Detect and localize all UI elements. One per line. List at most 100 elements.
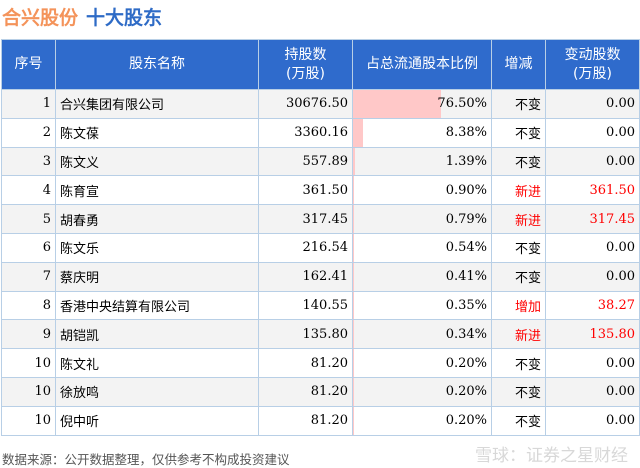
rank-cell: 10 — [1, 405, 56, 436]
shares-cell: 162.41 — [258, 261, 353, 292]
watermark: 雪球：证券之星财经 — [475, 446, 628, 466]
rank-cell: 7 — [1, 261, 56, 292]
shares-cell: 30676.50 — [258, 89, 353, 119]
delta-cell: 0.00 — [545, 117, 640, 148]
ratio-bar — [353, 205, 354, 233]
table-row: 2 陈文葆 3360.16 8.38% 不变 0.00 — [1, 117, 640, 148]
change-cell: 新进 — [491, 175, 546, 206]
delta-cell: 0.00 — [545, 146, 640, 177]
ratio-bar — [353, 90, 441, 118]
ratio-label: 0.35% — [445, 297, 487, 313]
change-cell: 新进 — [491, 204, 546, 234]
shares-cell: 216.54 — [258, 232, 353, 263]
rank-cell: 1 — [1, 89, 56, 119]
change-cell: 不变 — [491, 376, 546, 407]
delta-cell: 0.00 — [545, 348, 640, 378]
delta-cell: 317.45 — [545, 204, 640, 234]
name-cell: 倪中听 — [55, 405, 259, 436]
ratio-label: 76.50% — [437, 96, 487, 112]
rank-cell: 2 — [1, 117, 56, 148]
rank-cell: 6 — [1, 232, 56, 263]
ratio-cell: 0.90% — [352, 175, 492, 206]
header-name: 股东名称 — [55, 39, 259, 90]
change-cell: 不变 — [491, 405, 546, 436]
ratio-cell: 0.79% — [352, 204, 492, 234]
ratio-cell: 76.50% — [352, 89, 492, 119]
ratio-label: 0.20% — [445, 355, 487, 371]
ratio-label: 0.20% — [445, 384, 487, 400]
header-row: 序号 股东名称 持股数 (万股) 占总流通股本比例 增减 变动股数 (万股) — [1, 39, 640, 90]
name-cell: 陈文乐 — [55, 232, 259, 263]
table-row: 10 倪中听 81.20 0.20% 不变 0.00 — [1, 405, 640, 436]
ratio-label: 8.38% — [445, 125, 487, 141]
header-rank: 序号 — [1, 39, 56, 90]
table-row: 9 胡铠凯 135.80 0.34% 新进 135.80 — [1, 319, 640, 350]
ratio-bar — [353, 118, 363, 147]
page-title: 合兴股份 十大股东 — [2, 3, 162, 30]
change-cell: 增加 — [491, 290, 546, 321]
table-row: 3 陈文义 557.89 1.39% 不变 0.00 — [1, 146, 640, 177]
rank-cell: 3 — [1, 146, 56, 177]
shares-cell: 81.20 — [258, 405, 353, 436]
shares-cell: 3360.16 — [258, 117, 353, 148]
delta-cell: 135.80 — [545, 319, 640, 350]
shares-cell: 557.89 — [258, 146, 353, 177]
name-cell: 蔡庆明 — [55, 261, 259, 292]
ratio-cell: 0.20% — [352, 376, 492, 407]
change-cell: 不变 — [491, 232, 546, 263]
table-row: 1 合兴集团有限公司 30676.50 76.50% 不变 0.00 — [1, 89, 640, 119]
shares-cell: 361.50 — [258, 175, 353, 206]
table-row: 4 陈育宣 361.50 0.90% 新进 361.50 — [1, 175, 640, 206]
table-row: 10 陈文礼 81.20 0.20% 不变 0.00 — [1, 348, 640, 378]
delta-cell: 0.00 — [545, 261, 640, 292]
ratio-cell: 0.54% — [352, 232, 492, 263]
shares-cell: 140.55 — [258, 290, 353, 321]
ratio-cell: 0.20% — [352, 348, 492, 378]
ratio-label: 0.20% — [445, 413, 487, 429]
ratio-cell: 8.38% — [352, 117, 492, 148]
change-cell: 不变 — [491, 89, 546, 119]
shares-cell: 317.45 — [258, 204, 353, 234]
company-name: 合兴股份 — [2, 7, 79, 29]
table-row: 6 陈文乐 216.54 0.54% 不变 0.00 — [1, 232, 640, 263]
name-cell: 陈文葆 — [55, 117, 259, 148]
delta-cell: 361.50 — [545, 175, 640, 206]
change-cell: 新进 — [491, 319, 546, 350]
ratio-label: 0.79% — [445, 211, 487, 227]
ratio-cell: 0.34% — [352, 319, 492, 350]
name-cell: 合兴集团有限公司 — [55, 89, 259, 119]
header-delta: 变动股数 (万股) — [545, 39, 640, 90]
ratio-label: 0.90% — [445, 182, 487, 198]
ratio-label: 0.41% — [445, 269, 487, 285]
table-row: 7 蔡庆明 162.41 0.41% 不变 0.00 — [1, 261, 640, 292]
table-row: 8 香港中央结算有限公司 140.55 0.35% 增加 38.27 — [1, 290, 640, 321]
ratio-cell: 1.39% — [352, 146, 492, 177]
ratio-cell: 0.20% — [352, 405, 492, 436]
rank-cell: 10 — [1, 348, 56, 378]
subject-title: 十大股东 — [86, 7, 163, 29]
footer-source: 数据来源：公开数据整理，仅供参考不构成投资建议 — [2, 452, 290, 467]
change-cell: 不变 — [491, 261, 546, 292]
ratio-bar — [353, 147, 355, 176]
ratio-cell: 0.41% — [352, 261, 492, 292]
name-cell: 胡春勇 — [55, 204, 259, 234]
ratio-label: 0.34% — [445, 326, 487, 342]
rank-cell: 5 — [1, 204, 56, 234]
shareholders-table: 序号 股东名称 持股数 (万股) 占总流通股本比例 增减 变动股数 (万股) 1… — [1, 39, 640, 436]
rank-cell: 4 — [1, 175, 56, 206]
ratio-cell: 0.35% — [352, 290, 492, 321]
delta-cell: 0.00 — [545, 405, 640, 436]
change-cell: 不变 — [491, 117, 546, 148]
header-ratio: 占总流通股本比例 — [352, 39, 492, 90]
name-cell: 陈育宣 — [55, 175, 259, 206]
name-cell: 徐放鸣 — [55, 376, 259, 407]
header-shares: 持股数 (万股) — [258, 39, 353, 90]
ratio-bar — [353, 176, 354, 205]
shares-cell: 81.20 — [258, 376, 353, 407]
delta-cell: 0.00 — [545, 376, 640, 407]
ratio-bar — [353, 233, 354, 262]
delta-cell: 38.27 — [545, 290, 640, 321]
header-change: 增减 — [491, 39, 546, 90]
table-row: 10 徐放鸣 81.20 0.20% 不变 0.00 — [1, 376, 640, 407]
shares-cell: 81.20 — [258, 348, 353, 378]
